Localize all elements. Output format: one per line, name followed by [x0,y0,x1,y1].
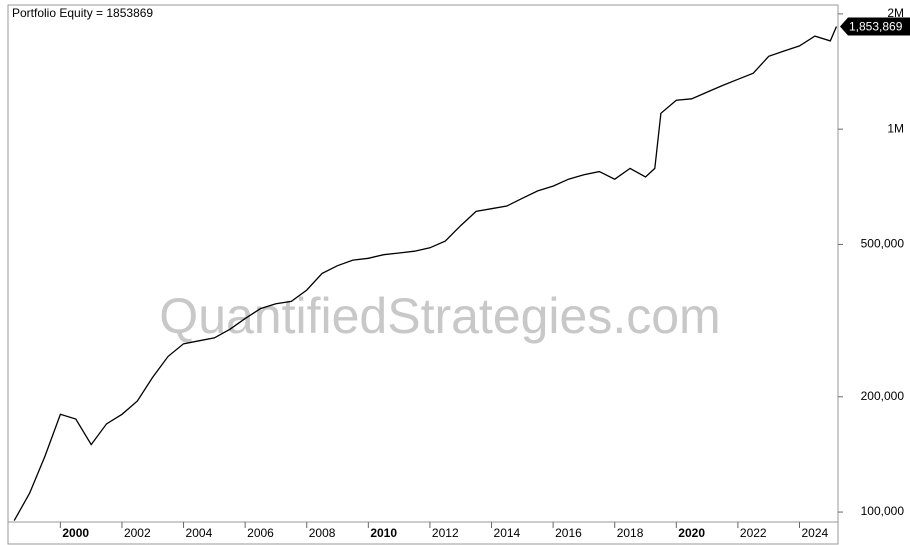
x-tick-label: 2014 [494,526,521,540]
x-tick-label: 2002 [124,526,151,540]
y-tick-label: 100,000 [861,504,905,518]
x-tick-label: 2006 [247,526,274,540]
x-tick-label: 2022 [740,526,767,540]
x-tick-label: 2004 [186,526,213,540]
y-tick-label: 1M [887,121,904,135]
end-label: 1,853,869 [849,20,903,34]
x-tick-label: 2012 [432,526,459,540]
chart-title: Portfolio Equity = 1853869 [12,6,153,20]
end-badge [840,17,910,36]
y-tick-label: 200,000 [861,389,905,403]
x-tick-label: 2000 [62,526,89,540]
plot-frame [7,4,839,523]
y-tick-label: 500,000 [861,237,905,251]
watermark: QuantifiedStrategies.com [159,288,720,344]
x-tick-label: 2016 [555,526,582,540]
x-axis-frame [7,521,839,545]
equity-line [13,26,838,521]
x-tick-label: 2010 [370,526,397,540]
x-tick-label: 2024 [802,526,829,540]
x-tick-label: 2018 [617,526,644,540]
y-tick-label: 2M [887,6,904,20]
x-tick-label: 2020 [678,526,705,540]
x-tick-label: 2008 [309,526,336,540]
